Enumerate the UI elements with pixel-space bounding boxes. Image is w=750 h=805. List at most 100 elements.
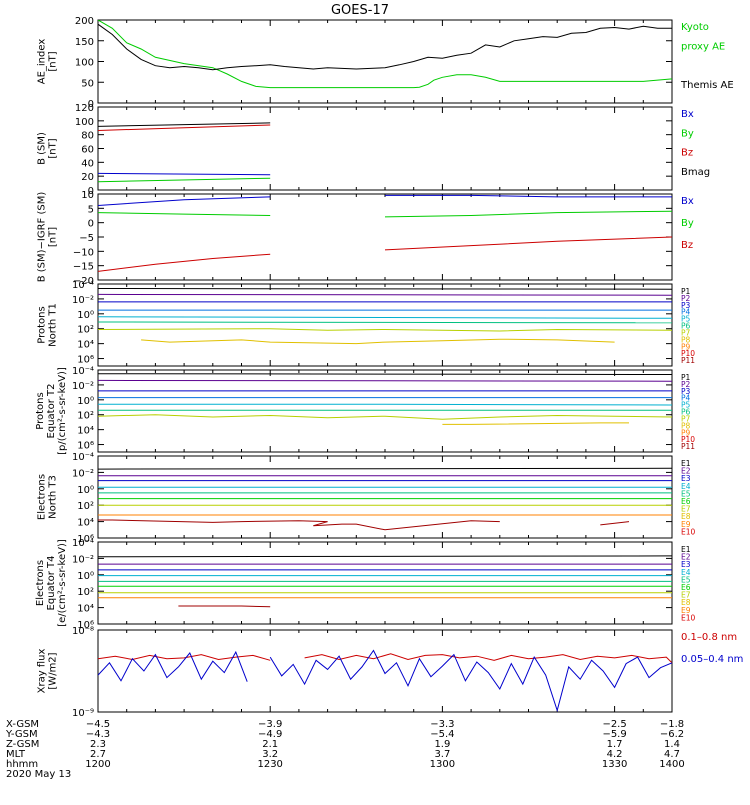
y-tick-label: 10⁻⁴ bbox=[72, 366, 94, 377]
x-row-value: −4.5 bbox=[86, 719, 110, 730]
panel-ee: 10⁶ 10⁴ 10² 10⁰ 10⁻² 10⁻⁴ Electrons Equator T4[… bbox=[35, 538, 696, 631]
panel-bdiff: −20 −15 −10 −5 0 5 10 B (SM)−IGRF (SM) [nT] Bx By B… bbox=[37, 190, 694, 287]
legend-entry: P6 bbox=[681, 322, 691, 331]
x-row-value: −4.3 bbox=[86, 729, 110, 740]
series-line bbox=[98, 122, 672, 127]
legend-entry: P5 bbox=[681, 401, 691, 410]
y-axis-label: B (SM)−IGRF (SM) bbox=[37, 192, 48, 283]
x-row-value: −3.3 bbox=[430, 719, 454, 730]
y-tick-label: 10² bbox=[77, 587, 94, 598]
y-tick-label: 10⁴ bbox=[77, 604, 94, 615]
y-axis-label: [W/m2] bbox=[48, 652, 59, 689]
legend-entry: P2 bbox=[681, 380, 691, 389]
series-line bbox=[98, 321, 672, 324]
x-row-value: 1230 bbox=[257, 759, 282, 770]
x-row-value: 1400 bbox=[659, 759, 684, 770]
y-axis-label: Protons bbox=[37, 306, 48, 343]
legend-entry: P9 bbox=[681, 428, 691, 437]
legend-entry: By bbox=[681, 128, 694, 139]
panel-frame bbox=[97, 629, 673, 713]
legend-entry: P11 bbox=[681, 442, 695, 451]
legend-entry: E9 bbox=[681, 520, 691, 529]
legend-entry: Themis AE bbox=[680, 80, 734, 91]
y-tick-label: 10⁻⁴ bbox=[72, 280, 94, 291]
y-tick-label: 0 bbox=[88, 186, 94, 197]
series-line bbox=[98, 178, 672, 182]
panel-bsm: 0 20 40 60 80 100 120 B (SM) [nT] Bx By Bz Bmag bbox=[37, 103, 711, 197]
x-axis-table: X-GSM −4.5 −3.9 −3.3 −2.5 −1.8 Y-GSM −4.3 −4.9 −5… bbox=[5, 719, 685, 780]
x-row-value: −2.5 bbox=[602, 719, 626, 730]
x-row-value: 1.4 bbox=[664, 739, 680, 750]
x-row-label: X-GSM bbox=[6, 719, 39, 730]
x-row-value: 3.2 bbox=[262, 749, 278, 760]
legend-entry: P1 bbox=[681, 287, 691, 296]
x-row-value: 1.9 bbox=[434, 739, 450, 750]
y-axis-label: [nT] bbox=[48, 227, 59, 247]
y-axis-label: [nT] bbox=[48, 51, 59, 71]
legend-entry: P4 bbox=[681, 394, 691, 403]
x-row-value: 1.7 bbox=[607, 739, 623, 750]
legend-entry: P8 bbox=[681, 335, 691, 344]
legend-entry: P7 bbox=[681, 414, 691, 423]
x-row-value: −4.9 bbox=[258, 729, 282, 740]
legend-entry: E9 bbox=[681, 606, 691, 615]
legend-entry: E4 bbox=[681, 568, 691, 577]
y-tick-label: 10² bbox=[77, 325, 94, 336]
x-row-value: −5.9 bbox=[602, 729, 626, 740]
legend-entry: By bbox=[681, 218, 694, 229]
legend-entry: E2 bbox=[681, 467, 691, 476]
series-line bbox=[98, 236, 672, 272]
x-row-label: Y-GSM bbox=[5, 729, 38, 740]
x-row-value: −3.9 bbox=[258, 719, 282, 730]
legend-entry: P1 bbox=[681, 373, 691, 382]
legend-entry: Bz bbox=[681, 240, 693, 251]
legend-entry: P5 bbox=[681, 315, 691, 324]
x-row-value: 4.2 bbox=[607, 749, 623, 760]
series-line bbox=[98, 210, 672, 218]
legend-entry: P4 bbox=[681, 308, 691, 317]
legend-entry: 0.1–0.8 nm bbox=[681, 632, 737, 643]
series-line bbox=[98, 20, 672, 89]
y-tick-label: 0 bbox=[88, 99, 94, 110]
y-tick-label: −10 bbox=[73, 247, 94, 258]
y-tick-label: 10⁶ bbox=[77, 355, 94, 366]
panel-frame bbox=[97, 283, 673, 367]
legend-entry: E8 bbox=[681, 598, 691, 607]
panel-frame bbox=[97, 369, 673, 453]
legend-entry: P11 bbox=[681, 356, 695, 365]
legend-entry: E7 bbox=[681, 591, 691, 600]
x-row-value: 1200 bbox=[85, 759, 110, 770]
panel-ae: 0 50 100 150 200 AE_index [nT] Kyoto proxy AE The… bbox=[37, 16, 734, 110]
panel-frame bbox=[97, 106, 673, 191]
legend-entry: P8 bbox=[681, 421, 691, 430]
x-row-value: 2.1 bbox=[262, 739, 278, 750]
legend-entry: Kyoto bbox=[681, 22, 709, 33]
legend-entry: P3 bbox=[681, 387, 691, 396]
y-tick-label: 10⁴ bbox=[77, 518, 94, 529]
y-axis-label: B (SM) bbox=[37, 132, 48, 165]
y-tick-label: −5 bbox=[79, 233, 94, 244]
y-tick-label: 10² bbox=[77, 411, 94, 422]
y-tick-label: 10 bbox=[81, 190, 94, 201]
y-axis-label: [e/(cm²-s-sr-keV)] bbox=[57, 539, 68, 627]
x-row-label: hhmm bbox=[6, 759, 38, 770]
legend-entry: E5 bbox=[681, 575, 691, 584]
series-line bbox=[98, 653, 672, 664]
series-line bbox=[98, 414, 672, 420]
legend-entry: Bz bbox=[681, 148, 693, 159]
y-tick-label: 10² bbox=[77, 501, 94, 512]
x-row-value: 4.7 bbox=[664, 749, 680, 760]
y-tick-label: 10⁻⁴ bbox=[72, 452, 94, 463]
x-row-label: MLT bbox=[6, 749, 26, 760]
series-line bbox=[98, 288, 672, 290]
x-row-value: 2.7 bbox=[90, 749, 106, 760]
series-line bbox=[98, 194, 672, 206]
legend-entry: E7 bbox=[681, 505, 691, 514]
series-line bbox=[98, 123, 672, 131]
y-tick-label: −20 bbox=[73, 276, 94, 287]
x-row-value: 1300 bbox=[430, 759, 455, 770]
series-line bbox=[98, 23, 672, 71]
legend-entry: P10 bbox=[681, 349, 695, 358]
